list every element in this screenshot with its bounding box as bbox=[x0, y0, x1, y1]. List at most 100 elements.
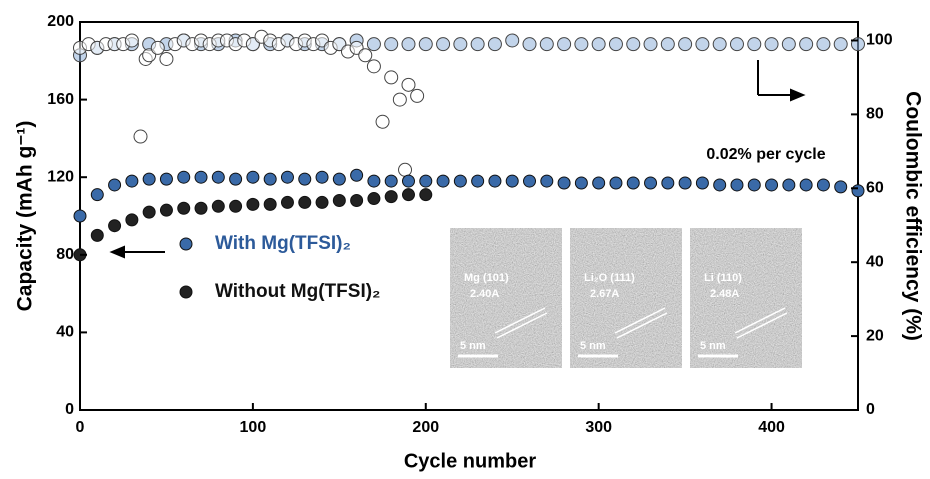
point bbox=[766, 179, 778, 191]
legend-marker bbox=[180, 286, 192, 298]
x-tick-label: 200 bbox=[412, 419, 439, 436]
legend-label: Without Mg(TFSI)₂ bbox=[215, 281, 381, 302]
point bbox=[454, 175, 466, 187]
point bbox=[367, 60, 380, 73]
inset-label: 2.48A bbox=[710, 288, 739, 300]
point bbox=[385, 191, 397, 203]
point bbox=[506, 175, 518, 187]
y-tick-label: 200 bbox=[47, 13, 74, 30]
point bbox=[817, 179, 829, 191]
point bbox=[834, 38, 847, 51]
point bbox=[134, 130, 147, 143]
point bbox=[679, 177, 691, 189]
point bbox=[385, 38, 398, 51]
y-tick-label: 120 bbox=[47, 168, 74, 185]
point bbox=[281, 196, 293, 208]
point bbox=[399, 163, 412, 176]
y2-tick-label: 0 bbox=[866, 401, 875, 418]
y2-tick-label: 20 bbox=[866, 327, 884, 344]
point bbox=[385, 175, 397, 187]
point bbox=[835, 181, 847, 193]
point bbox=[402, 38, 415, 51]
x-tick-label: 300 bbox=[585, 419, 612, 436]
point bbox=[160, 52, 173, 65]
point bbox=[247, 171, 259, 183]
chart: Cycle number Capacity (mAh g⁻¹) Coulombi… bbox=[0, 0, 930, 474]
point bbox=[610, 177, 622, 189]
point bbox=[151, 41, 164, 54]
point bbox=[696, 177, 708, 189]
inset-label: 5 nm bbox=[580, 340, 606, 352]
annotation: 0.02% per cycle bbox=[706, 146, 825, 163]
y2-tick-label: 40 bbox=[866, 253, 884, 270]
inset-label: 2.67A bbox=[590, 288, 619, 300]
inset-label: 5 nm bbox=[460, 340, 486, 352]
point bbox=[91, 229, 103, 241]
point bbox=[351, 169, 363, 181]
point bbox=[212, 171, 224, 183]
point bbox=[402, 189, 414, 201]
point bbox=[333, 173, 345, 185]
arrows bbox=[112, 60, 803, 257]
point bbox=[730, 38, 743, 51]
point bbox=[411, 89, 424, 102]
y-tick-label: 40 bbox=[56, 324, 74, 341]
point bbox=[471, 38, 484, 51]
point bbox=[592, 38, 605, 51]
point bbox=[748, 38, 761, 51]
point bbox=[264, 198, 276, 210]
point bbox=[817, 38, 830, 51]
point bbox=[385, 71, 398, 84]
point bbox=[714, 179, 726, 191]
y2-axis-title: Coulombic efficiency (%) bbox=[901, 91, 924, 341]
inset-label: Li (110) bbox=[704, 272, 742, 284]
point bbox=[264, 173, 276, 185]
point bbox=[160, 204, 172, 216]
point bbox=[230, 173, 242, 185]
point bbox=[645, 177, 657, 189]
point bbox=[281, 171, 293, 183]
point bbox=[765, 38, 778, 51]
point bbox=[419, 38, 432, 51]
point bbox=[376, 115, 389, 128]
point bbox=[558, 38, 571, 51]
point bbox=[299, 173, 311, 185]
point bbox=[91, 189, 103, 201]
page: {"chart_data": {"type": "scatter", "xlab… bbox=[0, 0, 930, 474]
point bbox=[368, 175, 380, 187]
point bbox=[420, 189, 432, 201]
point bbox=[178, 202, 190, 214]
point bbox=[126, 175, 138, 187]
point bbox=[402, 78, 415, 91]
x-tick-label: 0 bbox=[76, 419, 85, 436]
point bbox=[783, 179, 795, 191]
x-axis-title: Cycle number bbox=[404, 450, 536, 472]
point bbox=[575, 38, 588, 51]
point bbox=[731, 179, 743, 191]
point bbox=[393, 93, 406, 106]
inset-label: Li₂O (111) bbox=[584, 272, 635, 284]
point bbox=[609, 38, 622, 51]
point bbox=[696, 38, 709, 51]
x-tick-label: 400 bbox=[758, 419, 785, 436]
point bbox=[852, 185, 864, 197]
point bbox=[558, 177, 570, 189]
point bbox=[212, 200, 224, 212]
point bbox=[506, 34, 519, 47]
point bbox=[316, 196, 328, 208]
point bbox=[299, 196, 311, 208]
point bbox=[679, 38, 692, 51]
point bbox=[748, 179, 760, 191]
point bbox=[488, 38, 501, 51]
point bbox=[454, 38, 467, 51]
y-tick-label: 160 bbox=[47, 91, 74, 108]
point bbox=[593, 177, 605, 189]
y-axis-title: Capacity (mAh g⁻¹) bbox=[14, 121, 37, 312]
point bbox=[472, 175, 484, 187]
point bbox=[800, 38, 813, 51]
point bbox=[195, 202, 207, 214]
point bbox=[125, 34, 138, 47]
y2-tick-label: 80 bbox=[866, 106, 884, 123]
point bbox=[489, 175, 501, 187]
